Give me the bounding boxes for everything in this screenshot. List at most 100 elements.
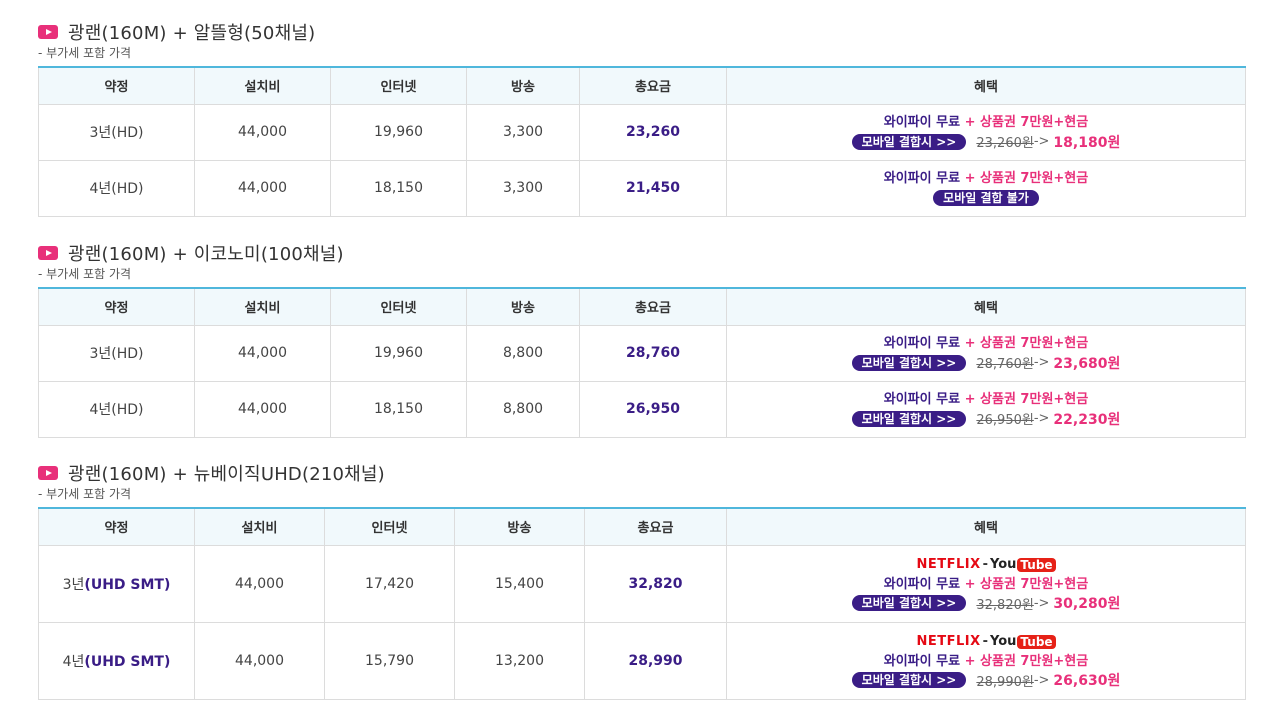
table-row: 3년(HD) 44,000 19,960 8,800 28,760 와이파이 무… [38, 324, 1246, 382]
play-icon [38, 25, 58, 39]
cell-internet: 18,150 [330, 159, 467, 217]
section-title: 광랜(160M) + 이코노미(100채널) [68, 244, 344, 265]
table-row: 3년(HD) 44,000 19,960 3,300 23,260 와이파이 무… [38, 103, 1246, 161]
plus-sign: + [964, 115, 976, 130]
discounted-price: 18,180원 [1053, 134, 1121, 151]
col-benefit: 혜택 [726, 66, 1246, 105]
streaming-logos: NETFLIX - You Tube [727, 632, 1245, 652]
cell-term: 3년(HD) [38, 103, 195, 161]
discounted-price: 26,630원 [1053, 673, 1121, 689]
col-broadcast: 방송 [466, 287, 580, 326]
logo-dash: - [982, 557, 988, 572]
col-install: 설치비 [194, 507, 325, 546]
mobile-discount-line: 모바일 결합시 >> 23,260원 -> 18,180원 [727, 132, 1245, 151]
section-header: 광랜(160M) + 뉴베이직UHD(210채널) [38, 461, 385, 485]
netflix-logo: NETFLIX [916, 557, 981, 572]
wifi-free: 와이파이 무료 [883, 171, 961, 186]
col-total: 총요금 [584, 507, 727, 546]
cell-internet: 18,150 [330, 380, 467, 438]
table-row: 4년(UHD SMT) 44,000 15,790 13,200 28,990 … [38, 621, 1246, 700]
old-price: 32,820원 [976, 597, 1034, 613]
col-term: 약정 [38, 66, 195, 105]
section-header: 광랜(160M) + 알뜰형(50채널) [38, 20, 315, 44]
cell-benefit: NETFLIX - You Tube 와이파이 무료 + 상품권 7만원+현금 모… [726, 544, 1246, 623]
wifi-free: 와이파이 무료 [883, 653, 961, 669]
arrow: -> [1033, 134, 1050, 149]
cell-install: 44,000 [194, 324, 331, 382]
wifi-free: 와이파이 무료 [883, 336, 961, 351]
cell-benefit: 와이파이 무료 + 상품권 7만원+현금 모바일 결합 불가 [726, 159, 1246, 217]
benefit-line: 와이파이 무료 + 상품권 7만원+현금 [727, 652, 1245, 671]
cell-total: 28,760 [579, 324, 727, 382]
cell-total: 23,260 [579, 103, 727, 161]
col-term: 약정 [38, 507, 195, 546]
cell-internet: 17,420 [324, 544, 455, 623]
old-price: 26,950원 [976, 413, 1034, 428]
mobile-discount-line: 모바일 결합시 >> 32,820원 -> 30,280원 [727, 594, 1245, 613]
mobile-bundle-button[interactable]: 모바일 결합시 >> [851, 595, 967, 611]
col-benefit: 혜택 [726, 507, 1246, 546]
mobile-bundle-button[interactable]: 모바일 결합시 >> [851, 672, 967, 688]
cell-total: 21,450 [579, 159, 727, 217]
gift-offer: 상품권 7만원+현금 [980, 576, 1089, 592]
term-years: 4년 [62, 653, 85, 670]
wifi-free: 와이파이 무료 [883, 392, 961, 407]
netflix-logo: NETFLIX [916, 634, 981, 649]
table-header-row: 약정 설치비 인터넷 방송 총요금 혜택 [38, 66, 1246, 105]
mobile-discount-line: 모바일 결합 불가 [727, 188, 1245, 207]
discounted-price: 23,680원 [1053, 355, 1121, 372]
plus-sign: + [964, 392, 976, 407]
price-table: 약정 설치비 인터넷 방송 총요금 혜택 3년(UHD SMT) 44,000 … [38, 507, 1246, 700]
price-table: 약정 설치비 인터넷 방송 총요금 혜택 3년(HD) 44,000 19,96… [38, 66, 1246, 217]
play-icon [38, 246, 58, 260]
col-internet: 인터넷 [324, 507, 455, 546]
old-price: 28,760원 [976, 357, 1034, 372]
play-icon [38, 466, 58, 480]
table-row: 3년(UHD SMT) 44,000 17,420 15,400 32,820 … [38, 544, 1246, 623]
streaming-logos: NETFLIX - You Tube [727, 555, 1245, 575]
arrow: -> [1033, 595, 1050, 611]
cell-benefit: 와이파이 무료 + 상품권 7만원+현금 모바일 결합시 >> 28,760원 … [726, 324, 1246, 382]
cell-internet: 15,790 [324, 621, 455, 700]
benefit-line: 와이파이 무료 + 상품권 7만원+현금 [727, 113, 1245, 132]
cell-total: 26,950 [579, 380, 727, 438]
cell-term: 4년(HD) [38, 380, 195, 438]
vat-note: - 부가세 포함 가격 [38, 267, 132, 281]
col-total: 총요금 [579, 66, 727, 105]
cell-benefit: 와이파이 무료 + 상품권 7만원+현금 모바일 결합시 >> 23,260원 … [726, 103, 1246, 161]
table-row: 4년(HD) 44,000 18,150 8,800 26,950 와이파이 무… [38, 380, 1246, 438]
col-install: 설치비 [194, 287, 331, 326]
wifi-free: 와이파이 무료 [883, 576, 961, 592]
mobile-discount-line: 모바일 결합시 >> 26,950원 -> 22,230원 [727, 409, 1245, 428]
cell-broadcast: 8,800 [466, 380, 580, 438]
benefit-line: 와이파이 무료 + 상품권 7만원+현금 [727, 334, 1245, 353]
youtube-logo-you: You [990, 557, 1017, 572]
cell-term: 4년(UHD SMT) [38, 621, 195, 700]
cell-broadcast: 8,800 [466, 324, 580, 382]
arrow: -> [1033, 355, 1050, 370]
arrow: -> [1033, 411, 1050, 426]
table-header-row: 약정 설치비 인터넷 방송 총요금 혜택 [38, 507, 1246, 546]
cell-term: 3년(HD) [38, 324, 195, 382]
mobile-bundle-button[interactable]: 모바일 결합시 >> [851, 133, 967, 150]
cell-broadcast: 3,300 [466, 103, 580, 161]
col-internet: 인터넷 [330, 287, 467, 326]
col-broadcast: 방송 [454, 507, 585, 546]
cell-total: 28,990 [584, 621, 727, 700]
mobile-discount-line: 모바일 결합시 >> 28,760원 -> 23,680원 [727, 353, 1245, 372]
cell-broadcast: 15,400 [454, 544, 585, 623]
mobile-bundle-button[interactable]: 모바일 결합시 >> [851, 410, 967, 427]
mobile-bundle-button[interactable]: 모바일 결합시 >> [851, 354, 967, 371]
cell-term: 4년(HD) [38, 159, 195, 217]
discounted-price: 22,230원 [1053, 411, 1121, 428]
gift-offer: 상품권 7만원+현금 [980, 115, 1089, 130]
cell-install: 44,000 [194, 544, 325, 623]
cell-internet: 19,960 [330, 324, 467, 382]
section-title: 광랜(160M) + 알뜰형(50채널) [68, 23, 316, 44]
benefit-line: 와이파이 무료 + 상품권 7만원+현금 [727, 169, 1245, 188]
col-total: 총요금 [579, 287, 727, 326]
cell-benefit: 와이파이 무료 + 상품권 7만원+현금 모바일 결합시 >> 26,950원 … [726, 380, 1246, 438]
col-benefit: 혜택 [726, 287, 1246, 326]
plus-sign: + [964, 336, 976, 351]
plus-sign: + [964, 653, 976, 669]
